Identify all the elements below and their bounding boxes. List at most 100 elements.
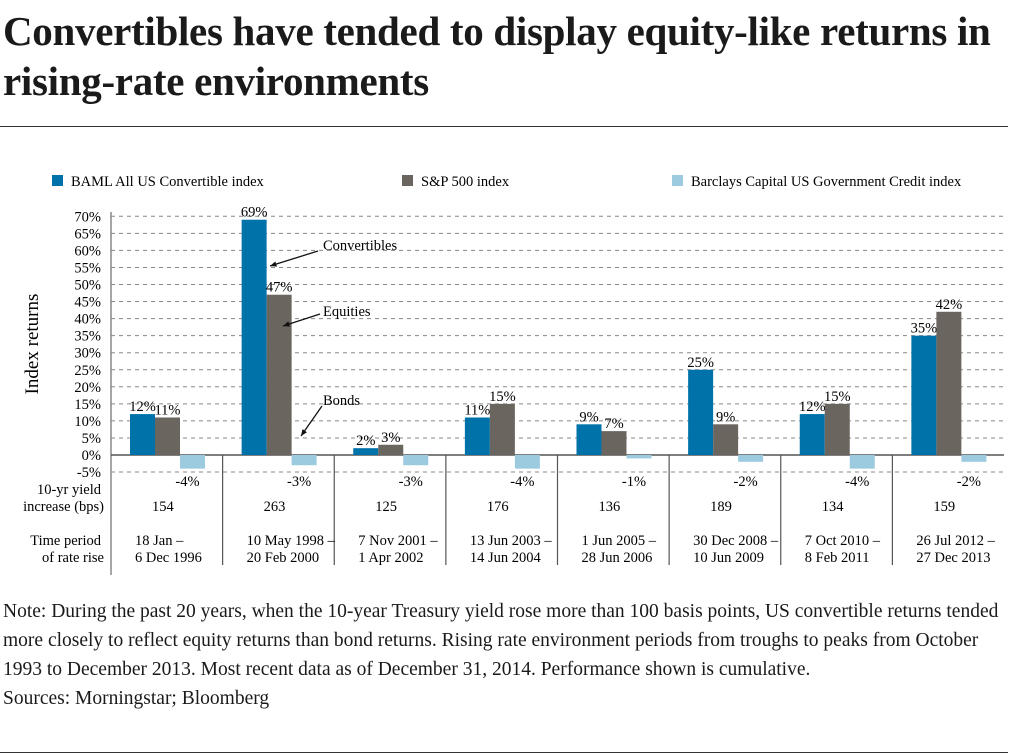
bar <box>489 403 515 455</box>
note-text: Note: During the past 20 years, when the… <box>3 601 999 680</box>
bar <box>911 335 937 455</box>
data-label: 35% <box>911 321 938 337</box>
period-label: 1 Apr 2002 <box>358 550 423 566</box>
bar <box>936 311 962 455</box>
period-label: 6 Dec 1996 <box>135 550 202 566</box>
data-label: 69% <box>241 205 268 221</box>
legend-label: S&P 500 index <box>421 174 510 190</box>
data-label: 15% <box>489 389 516 405</box>
annotation-arrow <box>269 250 319 267</box>
period-label: 26 Jul 2012 – <box>916 533 995 549</box>
legend-swatch <box>402 175 413 186</box>
yield-increase-value: 125 <box>375 499 397 515</box>
y-tick-label: 50% <box>74 278 101 294</box>
period-label: 13 Jun 2003 – <box>470 533 553 549</box>
period-label: 7 Oct 2010 – <box>805 533 881 549</box>
data-label: 9% <box>716 409 735 425</box>
annotation-label: Convertibles <box>323 238 397 254</box>
y-tick-label: 30% <box>74 346 101 362</box>
y-tick-label: 0% <box>82 448 101 464</box>
annotation-label: Bonds <box>323 393 360 409</box>
annotation-arrow <box>282 313 321 327</box>
data-label: 12% <box>129 399 156 415</box>
data-label: -3% <box>399 474 423 490</box>
arrowhead-icon <box>301 429 307 436</box>
data-label: 7% <box>604 416 623 432</box>
legend-label: Barclays Capital US Government Credit in… <box>691 174 962 190</box>
data-label: 2% <box>356 433 375 449</box>
data-label: 11% <box>464 402 490 418</box>
y-tick-label: -5% <box>77 465 101 481</box>
bar <box>155 417 180 455</box>
period-label: 30 Dec 2008 – <box>693 533 779 549</box>
period-label: 8 Feb 2011 <box>805 550 870 566</box>
bar <box>626 455 652 459</box>
y-tick-label: 70% <box>74 209 101 225</box>
bar <box>738 455 764 462</box>
y-tick-label: 20% <box>74 380 101 396</box>
data-label: 12% <box>799 399 826 415</box>
notes: Note: During the past 20 years, when the… <box>3 597 1008 713</box>
data-label: 15% <box>824 389 851 405</box>
y-tick-label: 55% <box>74 260 101 276</box>
bar <box>130 414 155 455</box>
bar <box>824 403 850 455</box>
data-label: -1% <box>622 474 646 490</box>
period-label: 28 Jun 2006 <box>582 550 653 566</box>
y-tick-label: 65% <box>74 226 101 242</box>
bar <box>241 219 267 455</box>
bar <box>378 444 404 455</box>
data-label: 9% <box>579 409 598 425</box>
data-label: -2% <box>957 474 981 490</box>
bar <box>353 448 379 455</box>
y-tick-label: 25% <box>74 363 101 379</box>
y-tick-label: 10% <box>74 414 101 430</box>
bar <box>514 455 540 469</box>
data-label: 11% <box>154 402 180 418</box>
yield-increase-value: 154 <box>152 499 175 515</box>
arrowhead-icon <box>283 321 290 327</box>
y-axis-label: Index returns <box>22 294 43 395</box>
bar <box>266 294 292 455</box>
legend-swatch <box>52 175 63 186</box>
y-tick-label: 60% <box>74 243 101 259</box>
y-tick-label: 15% <box>74 397 101 413</box>
legend-label: BAML All US Convertible index <box>71 174 265 190</box>
data-label: 3% <box>381 430 400 446</box>
data-label: -2% <box>734 474 758 490</box>
bar <box>688 369 714 455</box>
data-label: -4% <box>175 474 199 490</box>
title-rule <box>0 126 1008 127</box>
legend-swatch <box>672 175 683 186</box>
bar-chart: BAML All US Convertible index S&P 500 ind… <box>22 174 1004 575</box>
annotation-label: Equities <box>323 304 371 320</box>
y-tick-label: 45% <box>74 295 101 311</box>
bar <box>713 424 739 455</box>
data-label: -3% <box>287 474 311 490</box>
sources-text: Sources: Morningstar; Bloomberg <box>3 688 270 709</box>
bar <box>799 414 825 455</box>
period-label: 20 Feb 2000 <box>247 550 320 566</box>
bar <box>961 455 987 462</box>
period-label: 1 Jun 2005 – <box>582 533 657 549</box>
period-label: 7 Nov 2001 – <box>358 533 438 549</box>
data-label: -4% <box>510 474 534 490</box>
row-label-yield: 10-yr yield <box>37 482 102 498</box>
y-tick-label: 35% <box>74 329 101 345</box>
yield-increase-value: 176 <box>487 499 509 515</box>
yield-increase-value: 159 <box>933 499 955 515</box>
bar <box>576 424 602 455</box>
data-label: -4% <box>845 474 869 490</box>
bar <box>403 455 429 466</box>
row-label-period: Time period <box>30 533 102 549</box>
period-label: 10 May 1998 – <box>247 533 336 549</box>
bar <box>601 431 627 455</box>
yield-increase-value: 134 <box>822 499 845 515</box>
bar <box>180 455 205 469</box>
period-label: 14 Jun 2004 <box>470 550 542 566</box>
bar <box>849 455 875 469</box>
row-label-yield: increase (bps) <box>23 499 104 515</box>
y-tick-label: 40% <box>74 312 101 328</box>
data-label: 25% <box>687 355 714 371</box>
bar <box>291 455 317 466</box>
